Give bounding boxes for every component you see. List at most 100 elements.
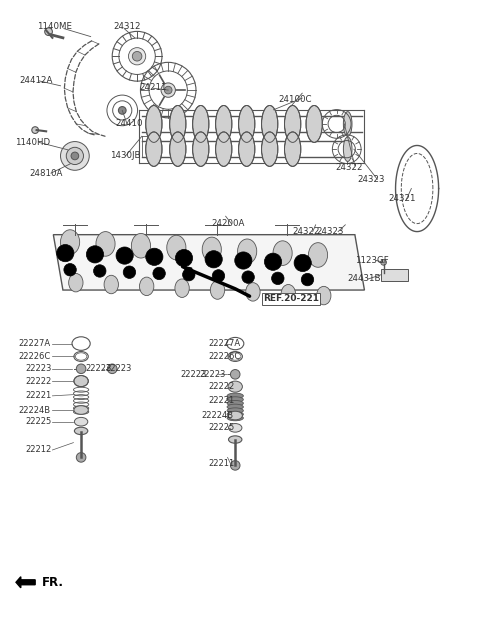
Text: 24323: 24323	[357, 175, 385, 184]
Text: 24321: 24321	[388, 194, 416, 204]
Ellipse shape	[146, 132, 162, 167]
Text: 22223: 22223	[180, 370, 206, 379]
Circle shape	[86, 246, 104, 263]
Polygon shape	[53, 234, 364, 290]
Ellipse shape	[285, 106, 301, 143]
Ellipse shape	[239, 106, 255, 143]
Text: 22224B: 22224B	[19, 405, 51, 415]
Text: 1123GF: 1123GF	[355, 256, 389, 265]
Text: 22223: 22223	[25, 364, 52, 373]
Ellipse shape	[227, 397, 243, 402]
Ellipse shape	[317, 286, 331, 305]
Text: 24322: 24322	[293, 227, 320, 236]
Text: 24211: 24211	[140, 83, 167, 91]
Circle shape	[32, 126, 38, 133]
Circle shape	[123, 266, 136, 278]
Ellipse shape	[228, 412, 242, 420]
Ellipse shape	[227, 400, 243, 406]
Text: 22226C: 22226C	[209, 352, 241, 361]
Circle shape	[175, 249, 192, 267]
Circle shape	[57, 244, 74, 262]
Ellipse shape	[281, 284, 296, 303]
Text: 22225: 22225	[25, 417, 52, 426]
Circle shape	[45, 28, 52, 36]
Circle shape	[294, 254, 312, 271]
Text: 22221: 22221	[209, 396, 235, 405]
Ellipse shape	[227, 408, 243, 413]
Ellipse shape	[210, 281, 225, 299]
Text: 22224B: 22224B	[202, 411, 234, 420]
Text: 24312: 24312	[113, 22, 141, 31]
Ellipse shape	[239, 132, 255, 167]
Ellipse shape	[104, 275, 119, 294]
Ellipse shape	[246, 283, 260, 301]
Text: 24100C: 24100C	[278, 95, 312, 104]
Text: 1430JB: 1430JB	[110, 151, 140, 160]
Ellipse shape	[262, 106, 278, 143]
Ellipse shape	[227, 415, 243, 421]
Text: 22222: 22222	[209, 382, 235, 391]
Ellipse shape	[192, 132, 209, 167]
Circle shape	[212, 270, 225, 282]
Circle shape	[235, 252, 252, 269]
Circle shape	[264, 253, 282, 270]
Ellipse shape	[227, 393, 243, 399]
Ellipse shape	[192, 106, 209, 143]
Circle shape	[108, 364, 117, 373]
Text: FR.: FR.	[41, 576, 63, 589]
Ellipse shape	[262, 132, 278, 167]
Ellipse shape	[74, 376, 88, 387]
Circle shape	[146, 248, 163, 265]
Circle shape	[76, 364, 86, 373]
Circle shape	[164, 86, 172, 94]
Text: 22227A: 22227A	[209, 339, 241, 348]
Circle shape	[66, 147, 84, 165]
Circle shape	[116, 247, 133, 264]
Ellipse shape	[227, 404, 243, 410]
Ellipse shape	[202, 237, 221, 262]
Text: 24410: 24410	[116, 120, 143, 128]
Ellipse shape	[175, 279, 189, 297]
Text: 1140HD: 1140HD	[15, 138, 50, 147]
Text: 24322: 24322	[336, 162, 363, 172]
Text: 24810A: 24810A	[29, 168, 63, 178]
Circle shape	[119, 107, 126, 114]
Ellipse shape	[74, 406, 88, 415]
Ellipse shape	[60, 230, 80, 254]
Circle shape	[205, 251, 222, 268]
Text: 24431B: 24431B	[348, 275, 381, 283]
Circle shape	[301, 273, 314, 286]
Ellipse shape	[228, 423, 242, 432]
Ellipse shape	[216, 132, 232, 167]
Text: 22211: 22211	[209, 459, 235, 468]
Circle shape	[381, 260, 386, 265]
Circle shape	[153, 267, 165, 280]
Ellipse shape	[167, 235, 186, 260]
Circle shape	[161, 83, 175, 97]
Circle shape	[230, 370, 240, 379]
Ellipse shape	[69, 273, 83, 292]
Circle shape	[242, 271, 254, 283]
Text: 22222: 22222	[25, 376, 52, 386]
Ellipse shape	[96, 231, 115, 256]
Ellipse shape	[228, 381, 242, 392]
Ellipse shape	[169, 106, 186, 143]
Ellipse shape	[309, 242, 327, 267]
Text: 1140ME: 1140ME	[36, 22, 72, 31]
Circle shape	[76, 453, 86, 462]
Ellipse shape	[169, 132, 186, 167]
Ellipse shape	[216, 106, 232, 143]
Text: 22223: 22223	[199, 370, 226, 379]
Ellipse shape	[343, 137, 352, 162]
Circle shape	[64, 263, 76, 276]
Circle shape	[272, 272, 284, 284]
Circle shape	[182, 268, 195, 281]
Text: 22212: 22212	[25, 445, 52, 455]
Text: 24200A: 24200A	[211, 219, 245, 228]
Circle shape	[129, 48, 146, 65]
Ellipse shape	[228, 436, 242, 443]
Circle shape	[60, 141, 89, 170]
Circle shape	[230, 461, 240, 470]
FancyArrow shape	[16, 577, 35, 588]
Text: 24323: 24323	[317, 227, 344, 236]
